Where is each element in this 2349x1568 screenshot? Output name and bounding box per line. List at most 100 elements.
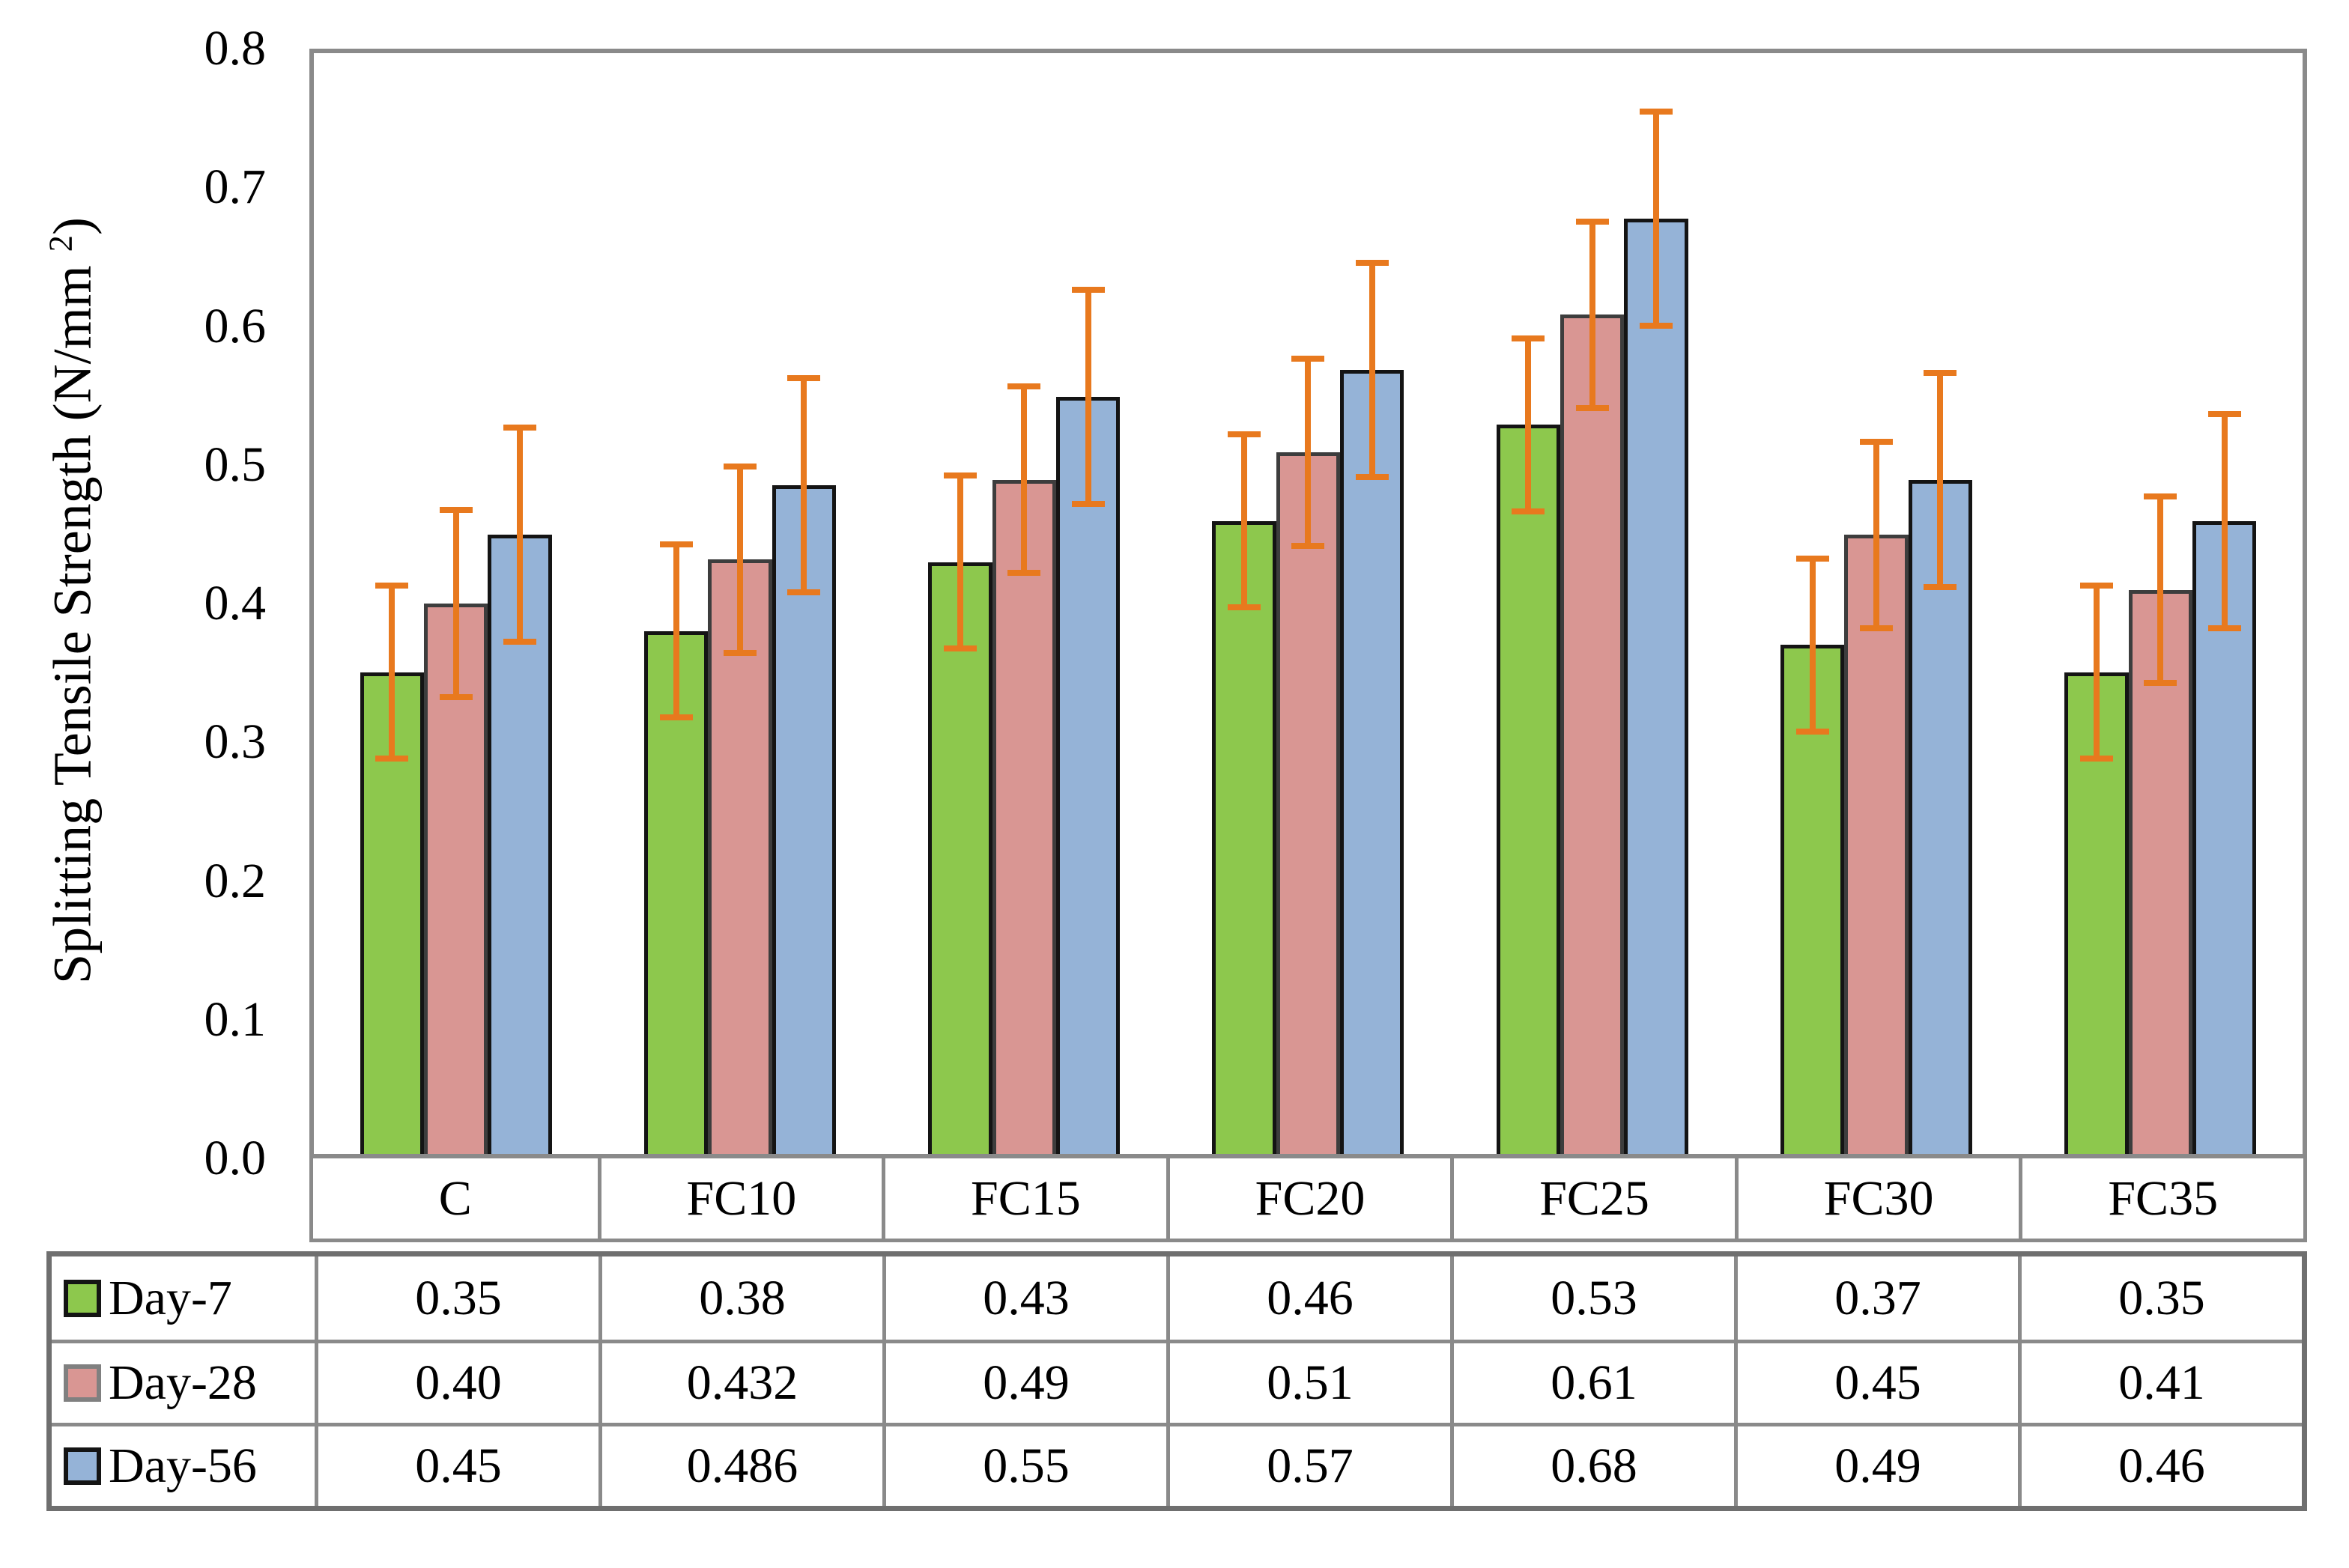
y-tick-label: 0.2: [204, 853, 267, 908]
error-bar-cap-bottom: [1640, 322, 1673, 329]
error-bar-cap-top: [2144, 493, 2177, 499]
error-bar-cap-top: [1860, 438, 1894, 445]
table-value-day-28-c: 0.40: [315, 1340, 598, 1423]
bar-group-c: [314, 53, 598, 1154]
bar-day-56-fc30: [1908, 479, 1973, 1154]
table-value-day-28-fc20: 0.51: [1166, 1340, 1450, 1423]
y-tick-label: 0.4: [204, 576, 267, 630]
bar-group-fc25: [1450, 53, 1734, 1154]
category-label-fc15: FC15: [882, 1158, 1166, 1239]
table-value-day-7-fc30: 0.37: [1734, 1256, 2018, 1340]
table-value-day-56-fc25: 0.68: [1450, 1423, 1734, 1506]
category-label-fc10: FC10: [597, 1158, 882, 1239]
error-bar-cap-bottom: [723, 649, 757, 656]
error-bar-cap-top: [723, 463, 757, 470]
plot-area: [309, 49, 2307, 1158]
error-bar-cap-top: [2207, 410, 2241, 417]
error-bar-cap-top: [439, 507, 473, 514]
error-bar-day-28-fc30: [1873, 438, 1880, 631]
y-tick-label: 0.8: [204, 21, 267, 76]
legend-item-day-7: Day-7: [52, 1256, 315, 1340]
y-tick-label: 0.6: [204, 298, 267, 353]
table-value-day-7-fc25: 0.53: [1450, 1256, 1734, 1340]
legend-label: Day-56: [109, 1438, 257, 1493]
bar-group-fc10: [598, 53, 882, 1154]
error-bar-cap-bottom: [503, 639, 536, 645]
error-bar-cap-bottom: [2144, 680, 2177, 687]
error-bar-day-7-fc35: [2094, 583, 2100, 762]
error-bar-cap-bottom: [659, 714, 693, 721]
bar-day-28-fc20: [1276, 452, 1341, 1154]
bar-group-fc15: [882, 53, 1166, 1154]
y-axis-title: Splitting Tensile Strength (N/mm 2): [23, 44, 103, 1158]
error-bar-cap-bottom: [1228, 604, 1261, 611]
data-table: Day-7 0.35 0.38 0.43 0.46 0.53 0.37 0.35 Day-28 0…: [46, 1251, 2307, 1511]
table-value-day-7-fc15: 0.43: [882, 1256, 1166, 1340]
error-bar-cap-top: [1291, 356, 1325, 362]
error-bar-cap-bottom: [1924, 583, 1957, 590]
error-bar-cap-top: [1512, 335, 1545, 341]
error-bar-cap-bottom: [1575, 404, 1609, 411]
y-tick-label: 0.7: [204, 159, 267, 215]
legend-label: Day-28: [109, 1355, 257, 1410]
error-bar-day-56-fc15: [1085, 287, 1091, 508]
error-bar-cap-bottom: [1860, 625, 1894, 631]
error-bar-day-28-fc35: [2157, 493, 2164, 687]
error-bar-day-7-fc20: [1241, 431, 1248, 611]
bar-day-28-fc30: [1844, 535, 1909, 1154]
error-bar-day-56-fc10: [801, 374, 807, 595]
error-bar-day-7-fc15: [957, 472, 963, 652]
y-tick-label: 0.0: [204, 1131, 267, 1185]
category-label-fc30: FC30: [1734, 1158, 2019, 1239]
table-value-day-7-fc10: 0.38: [598, 1256, 882, 1340]
table-value-day-56-c: 0.45: [315, 1423, 598, 1506]
table-value-day-28-fc15: 0.49: [882, 1340, 1166, 1423]
legend-key-icon: [64, 1447, 101, 1485]
error-bar-cap-bottom: [1512, 508, 1545, 514]
error-bar-cap-bottom: [1007, 570, 1041, 577]
bar-group-fc30: [1734, 53, 2018, 1154]
error-bar-day-28-c: [452, 507, 459, 700]
legend-label: Day-7: [109, 1270, 232, 1325]
table-value-day-56-fc35: 0.46: [2018, 1423, 2302, 1506]
bar-day-56-fc25: [1624, 218, 1688, 1154]
y-axis-title-suffix: ): [42, 217, 103, 236]
error-bar-cap-top: [1228, 431, 1261, 438]
table-value-day-28-fc30: 0.45: [1734, 1340, 2018, 1423]
error-bar-day-7-fc30: [1809, 555, 1816, 735]
bar-day-28-fc25: [1560, 314, 1625, 1154]
bar-day-28-fc10: [708, 559, 772, 1154]
table-value-day-7-fc35: 0.35: [2018, 1256, 2302, 1340]
error-bar-day-28-fc15: [1021, 383, 1028, 577]
bar-day-56-fc20: [1340, 369, 1404, 1154]
error-bar-cap-top: [1575, 218, 1609, 225]
table-value-day-56-fc20: 0.57: [1166, 1423, 1450, 1506]
error-bar-cap-top: [1640, 108, 1673, 115]
category-row: C FC10 FC15 FC20 FC25 FC30 FC35: [309, 1158, 2307, 1242]
error-bar-day-56-fc20: [1369, 259, 1375, 480]
error-bar-day-28-fc10: [736, 463, 743, 656]
error-bar-cap-top: [1007, 383, 1041, 389]
bar-day-7-fc20: [1212, 520, 1276, 1154]
table-value-day-28-fc10: 0.432: [598, 1340, 882, 1423]
error-bar-cap-bottom: [787, 589, 821, 595]
y-tick-label: 0.5: [204, 437, 267, 492]
error-bar-day-28-fc25: [1589, 218, 1595, 411]
y-axis-title-superscript: 2: [41, 235, 79, 252]
error-bar-day-7-fc10: [673, 541, 679, 721]
legend-key-icon: [64, 1364, 101, 1402]
table-value-day-56-fc30: 0.49: [1734, 1423, 2018, 1506]
error-bar-cap-top: [375, 583, 409, 589]
error-bar-cap-top: [1924, 369, 1957, 376]
error-bar-cap-bottom: [1291, 542, 1325, 549]
error-bar-day-7-fc25: [1525, 335, 1532, 514]
error-bar-day-7-c: [389, 583, 395, 762]
legend-item-day-56: Day-56: [52, 1423, 315, 1506]
legend-key-icon: [64, 1279, 101, 1317]
error-bar-day-56-fc25: [1653, 108, 1660, 329]
bar-group-fc35: [2019, 53, 2303, 1154]
y-tick-label: 0.1: [204, 991, 267, 1047]
table-value-day-28-fc25: 0.61: [1450, 1340, 1734, 1423]
category-label-c: C: [438, 1170, 472, 1226]
error-bar-cap-bottom: [943, 645, 977, 652]
